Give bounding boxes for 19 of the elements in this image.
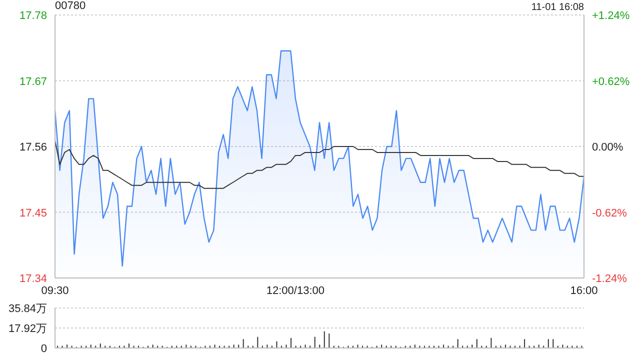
- y-tick-label: 35.84万: [8, 303, 47, 315]
- y-tick-label: 0: [40, 343, 47, 355]
- chart-title: 00780: [55, 0, 86, 12]
- x-tick-label: 16:00: [570, 284, 598, 297]
- y2-tick-label: -0.62%: [592, 207, 628, 220]
- y-tick-label: 17.56: [19, 142, 47, 154]
- y-tick-label: 17.92万: [8, 323, 47, 335]
- text: 11-01 16:08: [531, 2, 584, 13]
- y2-tick-label: -1.24%: [592, 273, 628, 285]
- y-tick-label: 17.67: [19, 76, 47, 88]
- y2-tick-label: +1.24%: [592, 10, 630, 22]
- y-tick-label: 17.34: [19, 273, 47, 285]
- y-tick-label: 17.45: [19, 207, 47, 220]
- y-tick-label: 17.78: [19, 10, 47, 22]
- x-tick-label: 09:30: [41, 284, 69, 297]
- line-series: [54, 140, 584, 189]
- x-tick-label: 12:00/13:00: [266, 284, 325, 297]
- y2-tick-label: +0.62%: [592, 76, 630, 88]
- y2-tick-label: 0.00%: [592, 142, 624, 154]
